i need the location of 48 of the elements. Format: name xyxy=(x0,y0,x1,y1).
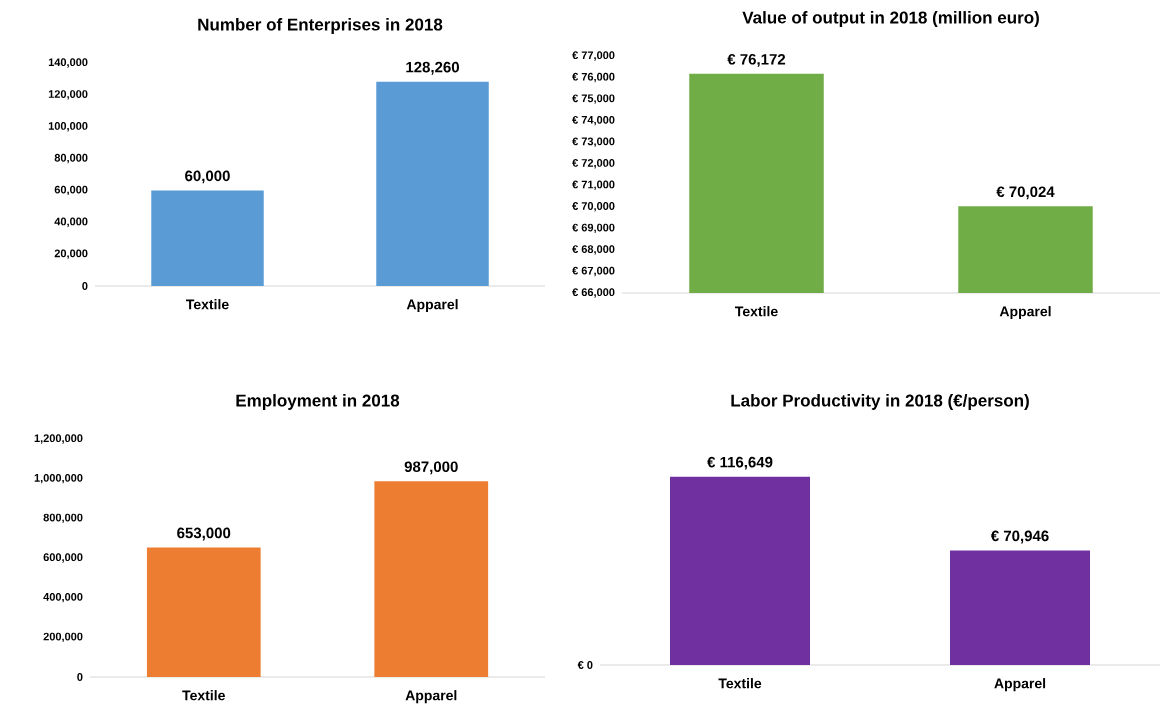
y-tick-label: 1,200,000 xyxy=(34,434,83,444)
chart-title: Labor Productivity in 2018 (€/person) xyxy=(731,394,1029,410)
chart-title: Value of output in 2018 (million euro) xyxy=(742,11,1039,27)
y-tick-label: 0 xyxy=(77,673,83,681)
x-tick-label: Textile xyxy=(735,306,778,317)
y-tick-label: 20,000 xyxy=(54,249,88,259)
y-tick-label: € 66,000 xyxy=(572,288,615,298)
x-tick-label: Textile xyxy=(182,690,225,701)
x-tick-label: Apparel xyxy=(405,690,457,704)
y-tick-label: € 73,000 xyxy=(572,137,615,147)
y-tick-label: € 75,000 xyxy=(572,94,615,104)
x-tick-label: Apparel xyxy=(406,299,458,313)
y-tick-label: 40,000 xyxy=(54,217,88,227)
y-tick-label: 0 xyxy=(82,282,88,290)
y-tick-label: € 70,000 xyxy=(572,202,615,212)
y-tick-label: 140,000 xyxy=(48,58,88,68)
y-tick-label: 120,000 xyxy=(48,90,88,100)
y-tick-label: 80,000 xyxy=(54,153,88,164)
data-label: 60,000 xyxy=(185,170,230,184)
y-tick-label: 600,000 xyxy=(43,553,83,563)
data-label: € 70,024 xyxy=(996,186,1055,200)
chart-title: Number of Enterprises in 2018 xyxy=(198,18,443,34)
x-tick-label: Textile xyxy=(718,678,762,689)
x-tick-label: Textile xyxy=(186,299,229,310)
data-label: € 70,946 xyxy=(990,530,1049,544)
y-tick-label: € 77,000 xyxy=(572,51,615,61)
y-tick-label: € 71,000 xyxy=(572,180,615,190)
x-tick-label: Apparel xyxy=(994,678,1046,692)
y-tick-label: € 69,000 xyxy=(572,223,615,234)
data-label: 128,260 xyxy=(406,61,459,75)
y-tick-label: € 68,000 xyxy=(572,245,615,255)
y-tick-label: 1,000,000 xyxy=(34,473,83,484)
x-tick-label: Apparel xyxy=(999,306,1051,320)
text: € 0 xyxy=(577,661,593,669)
data-label: € 76,172 xyxy=(727,53,786,67)
y-tick-label: € 67,000 xyxy=(572,266,615,277)
data-label: 987,000 xyxy=(404,461,458,475)
y-tick-label: 100,000 xyxy=(48,122,88,132)
y-tick-label: 200,000 xyxy=(43,632,83,643)
y-tick-label: € 76,000 xyxy=(572,72,615,83)
data-label: € 116,649 xyxy=(707,456,773,470)
y-tick-label: 400,000 xyxy=(43,592,83,603)
y-tick-label: 60,000 xyxy=(54,185,88,196)
data-label: 653,000 xyxy=(177,527,231,541)
y-tick-label: € 74,000 xyxy=(572,115,615,126)
chart-title: Employment in 2018 xyxy=(236,394,400,410)
y-tick-label: € 72,000 xyxy=(572,159,615,169)
y-tick-label: 800,000 xyxy=(43,513,83,524)
